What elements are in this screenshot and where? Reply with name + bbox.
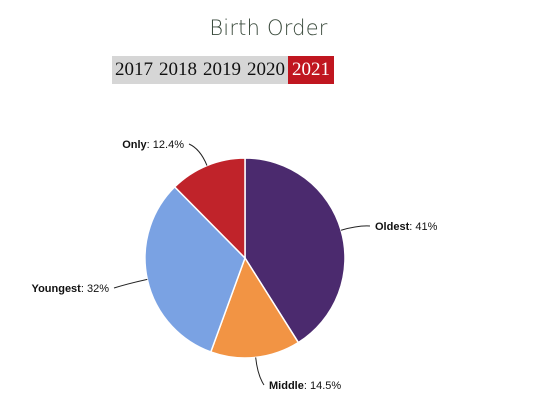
slice-label-only: Only: 12.4% bbox=[122, 139, 184, 151]
pie-labels: Oldest: 41% Middle: 14.5% Youngest: 32% Onl… bbox=[32, 139, 438, 392]
leader-line-middle bbox=[255, 357, 265, 386]
leader-line-youngest bbox=[113, 278, 148, 289]
slice-label-category: Only bbox=[122, 139, 147, 151]
pie-slice-youngest[interactable] bbox=[144, 185, 246, 353]
chart-title: Birth Order bbox=[209, 16, 328, 40]
leader-line-oldest bbox=[340, 225, 371, 231]
pie-slice-middle[interactable] bbox=[209, 256, 300, 359]
year-tabs: 2017 2018 2019 2020 2021 bbox=[112, 56, 334, 84]
year-tab-2020[interactable]: 2020 bbox=[247, 59, 285, 80]
slice-label-youngest: Youngest: 32% bbox=[32, 283, 110, 295]
slice-label-value: 41% bbox=[415, 221, 437, 233]
slice-label-value: 12.4% bbox=[153, 139, 184, 151]
year-tab-2021[interactable]: 2021 bbox=[288, 56, 334, 84]
slice-label-middle: Middle: 14.5% bbox=[269, 380, 341, 392]
year-tab-2019[interactable]: 2019 bbox=[203, 59, 241, 80]
year-tab-2018[interactable]: 2018 bbox=[159, 59, 197, 80]
pie-slices bbox=[144, 157, 346, 359]
pie-leader-lines bbox=[113, 143, 371, 386]
slice-label-category: Youngest bbox=[32, 283, 82, 295]
slice-label-value: 32% bbox=[87, 283, 109, 295]
year-tab-2017[interactable]: 2017 bbox=[115, 59, 153, 80]
slice-label-oldest: Oldest: 41% bbox=[375, 221, 438, 233]
slice-label-category: Oldest bbox=[375, 221, 410, 233]
leader-line-only bbox=[188, 143, 208, 166]
slice-label-separator: : bbox=[304, 380, 310, 392]
slice-label-category: Middle bbox=[269, 380, 304, 392]
slice-label-separator: : bbox=[147, 139, 153, 151]
slice-label-value: 14.5% bbox=[310, 380, 341, 392]
slice-label-separator: : bbox=[409, 221, 415, 233]
slice-label-separator: : bbox=[81, 283, 87, 295]
